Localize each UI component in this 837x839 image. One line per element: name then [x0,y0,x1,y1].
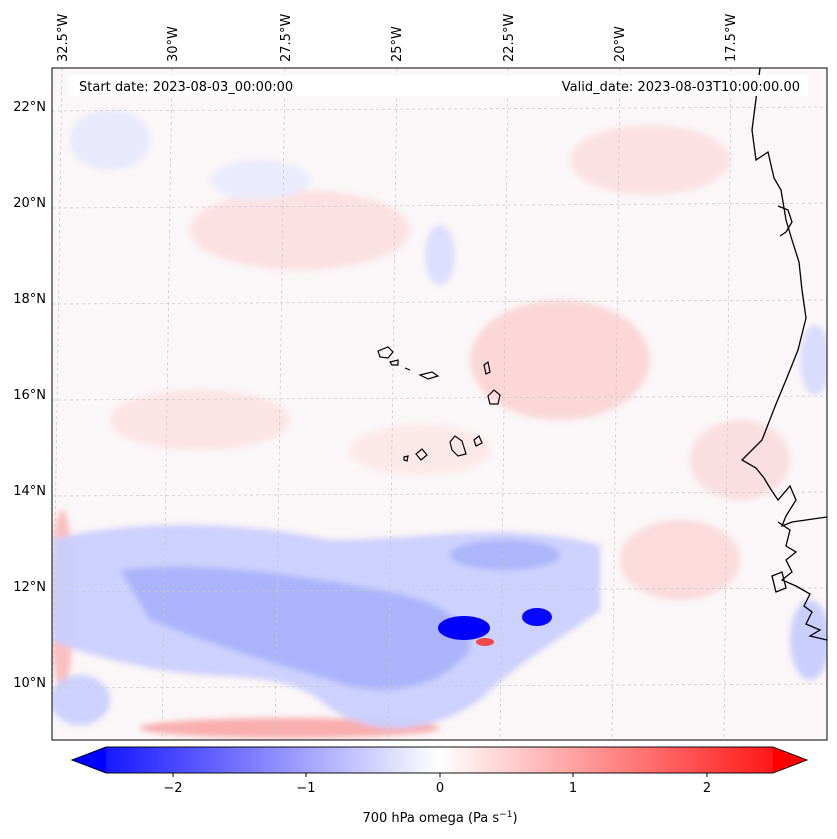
lat-label: 10°N [13,676,46,691]
cape-verde-islands [377,346,501,462]
colorbar: −2 −1 0 1 2 700 hPa omega (Pa s−1) [70,746,809,826]
lon-label: 25°W [390,26,405,62]
subsidence-area [690,420,790,500]
island-outline [487,389,501,405]
header-background [68,75,808,96]
lon-label: 32.5°W [56,14,71,62]
island-outline [403,455,409,462]
colorbar-tick-label: −2 [163,781,182,796]
ascent-area [52,675,110,725]
island-outline [449,435,467,457]
colorbar-min-extend [72,747,106,773]
graticule [52,68,827,740]
ascent-area [790,600,827,680]
longitude-labels: 32.5°W 30°W 27.5°W 25°W 22.5°W 20°W 17.5… [56,14,739,62]
west-africa-coastline [740,68,827,641]
map-panel: Start date: 2023-08-03_00:00:00 Valid_da… [52,68,827,740]
colorbar-max-extend [773,747,807,773]
valid-date-label: Valid_date: 2023-08-03T10:00:00.00 [562,80,800,95]
lon-label: 17.5°W [724,14,739,62]
lon-label: 27.5°W [279,14,294,62]
colorbar-bar [70,746,809,774]
island-outline [377,346,394,359]
colorbar-title-end: ) [512,811,517,826]
latitude-labels: 22°N 20°N 18°N 16°N 14°N 12°N 10°N [13,100,46,691]
subsidence-area [470,300,650,420]
island-outline [473,435,483,447]
colorbar-tick-label: −1 [296,781,315,796]
ascent-area [450,540,560,570]
start-date-label: Start date: 2023-08-03_00:00:00 [79,80,293,95]
subsidence-area [570,125,730,195]
strong-ascent-core [522,608,552,626]
island-outline [404,367,411,371]
lon-label: 30°W [166,26,181,62]
island-outline [418,371,440,380]
lat-label: 12°N [13,580,46,595]
ascent-area [425,225,455,285]
lat-label: 22°N [13,100,46,115]
colorbar-title: 700 hPa omega (Pa s−1) [362,810,517,826]
lat-label: 16°N [13,388,46,403]
subsidence-area [190,190,410,270]
map-frame [51,67,828,741]
ascent-band [120,566,470,690]
colorbar-tick-label: 2 [703,781,711,796]
lat-label: 20°N [13,196,46,211]
island-outline [389,359,399,366]
ascent-area [800,325,827,395]
colorbar-title-main: 700 hPa omega (Pa s [362,811,499,826]
ascent-area [210,160,310,200]
ascent-area [70,110,150,170]
island-outline [415,448,428,461]
subsidence-area [620,520,740,600]
colorbar-ticks [172,773,708,777]
omega-field [52,110,827,738]
colorbar-outline [70,746,809,774]
lon-label: 20°W [613,26,628,62]
lat-label: 14°N [13,484,46,499]
island-outline [483,360,491,375]
lon-label: 22.5°W [502,14,517,62]
strong-ascent-core [438,616,490,640]
lat-label: 18°N [13,292,46,307]
subsidence-area [110,390,290,450]
colorbar-title-superscript: −1 [499,810,512,820]
strong-subsidence-core [476,638,494,646]
colorbar-tick-label: 0 [436,781,444,796]
colorbar-tick-label: 1 [569,781,577,796]
